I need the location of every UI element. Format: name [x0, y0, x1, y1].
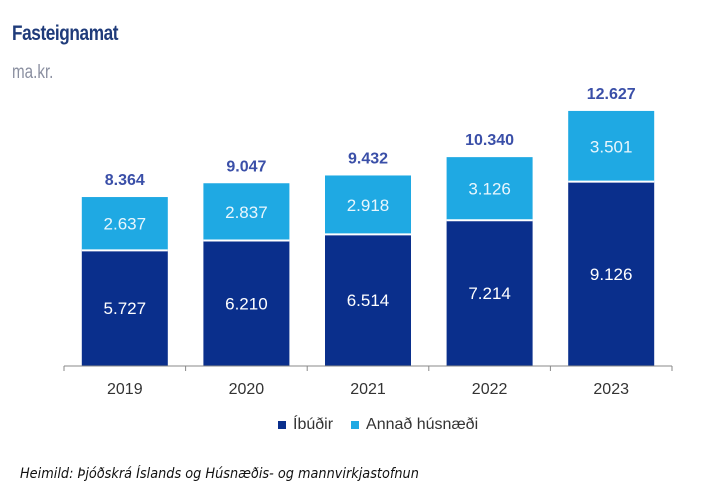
- bar-segment-annad-2023: [568, 110, 655, 182]
- total-label: 8.364: [105, 172, 145, 189]
- x-tick-label: 2022: [472, 381, 508, 398]
- legend-swatch-annad: [351, 421, 360, 429]
- segment-label: 2.837: [225, 203, 268, 222]
- chart-title: Fasteignamat: [12, 22, 119, 45]
- segment-label: 6.514: [347, 291, 390, 310]
- bar-segment-annad-2019: [81, 197, 168, 251]
- segment-label: 5.727: [104, 299, 147, 318]
- x-tick-label: 2020: [229, 381, 265, 398]
- total-label: 10.340: [465, 132, 514, 149]
- total-label: 12.627: [587, 86, 636, 103]
- legend-item-ibudir: Íbúðir: [278, 416, 333, 434]
- bar-segment-ibudir-2023: [568, 181, 655, 366]
- legend-swatch-ibudir: [278, 421, 286, 429]
- segment-label: 6.210: [225, 294, 268, 313]
- source-note: Heimild: Þjóðskrá Íslands og Húsnæðis- o…: [20, 466, 419, 482]
- bar-segment-annad-2022: [446, 157, 533, 221]
- total-label: 9.432: [348, 150, 388, 167]
- segment-label: 2.918: [347, 196, 390, 215]
- bar-segment-ibudir-2022: [446, 220, 533, 366]
- bar-segment-ibudir-2020: [203, 240, 290, 366]
- segment-label: 3.126: [468, 180, 511, 199]
- x-tick-label: 2021: [350, 381, 386, 398]
- total-label: 9.047: [226, 158, 266, 175]
- segment-label: 9.126: [590, 265, 633, 284]
- bar-segment-ibudir-2019: [81, 250, 168, 366]
- x-tick-label: 2019: [107, 381, 143, 398]
- bar-segment-annad-2020: [203, 183, 290, 241]
- legend-label-ibudir: Íbúðir: [293, 416, 334, 433]
- legend-label-annad: Annað húsnæði: [366, 416, 479, 433]
- x-tick-label: 2023: [593, 381, 629, 398]
- segment-label: 3.501: [590, 137, 633, 156]
- segment-label: 2.637: [104, 215, 147, 234]
- bar-segment-annad-2021: [325, 175, 411, 235]
- legend-item-annad: Annað húsnæði: [351, 416, 478, 434]
- segment-label: 7.214: [468, 284, 511, 303]
- legend: Íbúðir Annað húsnæði: [278, 416, 496, 434]
- chart-subtitle: ma.kr.: [12, 62, 54, 83]
- bar-segment-ibudir-2021: [325, 234, 411, 366]
